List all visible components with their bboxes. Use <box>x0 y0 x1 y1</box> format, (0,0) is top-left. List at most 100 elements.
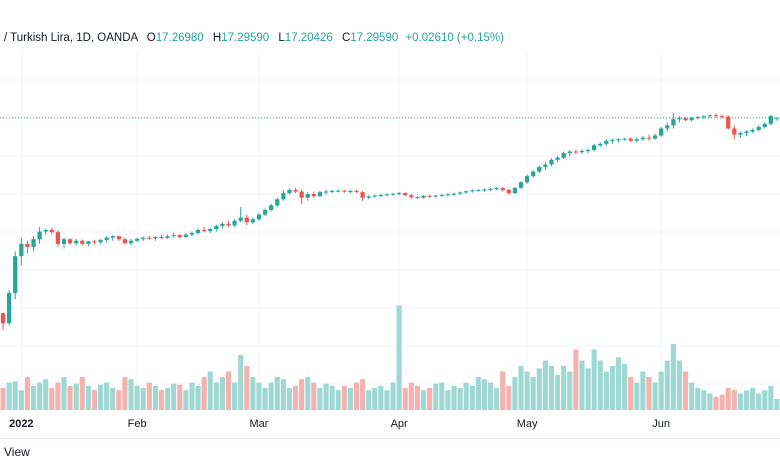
candle-body <box>732 128 737 135</box>
volume-bar <box>664 360 670 410</box>
volume-bar <box>329 385 335 410</box>
candle <box>323 190 329 195</box>
volume-bar <box>768 385 774 410</box>
volume-bar <box>713 396 719 410</box>
volume-bar <box>262 388 268 410</box>
candle <box>531 170 536 178</box>
volume-bar <box>286 388 293 410</box>
candle-body <box>74 240 79 244</box>
volume-bar <box>701 390 707 410</box>
candle-body <box>226 223 231 226</box>
candle-body <box>397 193 402 195</box>
candle <box>159 235 164 240</box>
volume-bar <box>682 371 689 410</box>
candle-body <box>403 193 408 196</box>
volume-bar <box>30 385 37 410</box>
candle-body <box>555 157 560 160</box>
volume-bar <box>524 371 530 410</box>
volume-bar <box>0 388 6 410</box>
candle <box>457 191 463 195</box>
candle-body <box>738 133 743 135</box>
candle <box>573 149 578 154</box>
volume-bar <box>670 344 676 410</box>
candle <box>354 189 359 193</box>
candle <box>512 186 518 194</box>
candle-body <box>421 195 426 198</box>
volume-bar <box>225 371 232 410</box>
candle <box>543 162 548 170</box>
candle <box>762 122 767 129</box>
volume-bar <box>97 384 104 410</box>
candle-body <box>299 191 304 198</box>
x-tick-label: May <box>517 418 538 430</box>
candle <box>195 228 201 235</box>
candle <box>80 239 85 246</box>
volume-bar <box>305 377 311 410</box>
candle <box>397 192 402 196</box>
candle-body <box>598 143 603 146</box>
volume-bar <box>603 371 609 410</box>
volume-bar <box>189 382 195 410</box>
volume-bar <box>341 385 347 410</box>
candle <box>726 115 731 130</box>
candle <box>744 130 749 137</box>
candle-body <box>622 138 627 140</box>
candle-body <box>80 240 85 244</box>
volume-bar <box>433 383 439 410</box>
candle-body <box>31 239 36 247</box>
volume-bar <box>232 382 238 410</box>
candle-body <box>317 192 323 197</box>
volume-bar <box>177 384 183 410</box>
candle-body <box>208 229 213 231</box>
volume-bar <box>561 366 567 410</box>
candle-body <box>378 194 383 196</box>
candle <box>128 238 134 246</box>
chart-footer <box>0 438 780 471</box>
candle-body <box>183 234 188 238</box>
candle <box>275 197 280 207</box>
candle <box>189 231 195 237</box>
volume-bar <box>104 382 110 410</box>
candle <box>86 240 91 247</box>
volume-bar <box>116 390 122 410</box>
volume-bar <box>372 388 378 410</box>
candle <box>695 115 700 120</box>
volume-bar <box>469 385 475 410</box>
candle-body <box>707 115 713 117</box>
candle-body <box>640 137 646 140</box>
candle-body <box>323 191 329 193</box>
candle-body <box>671 119 676 126</box>
volume-bar <box>244 366 250 410</box>
volume-bar <box>451 385 457 410</box>
candle <box>482 188 487 192</box>
candle-body <box>13 256 18 294</box>
candle-body <box>305 194 310 198</box>
candle-body <box>689 117 694 121</box>
volume-bar <box>323 383 329 410</box>
candles <box>0 113 780 330</box>
candle-body <box>384 194 390 196</box>
candle <box>55 230 61 247</box>
volume-bar <box>165 388 171 410</box>
volume-bars <box>0 305 780 410</box>
volume-bar <box>213 382 219 410</box>
candle-body <box>104 237 109 240</box>
volume-bar <box>634 382 640 410</box>
symbol-label: / Turkish Lira, 1D, OANDA <box>4 32 138 44</box>
candle-body <box>202 230 207 231</box>
candle-body <box>701 116 706 118</box>
volume-bar <box>128 379 134 410</box>
candle <box>579 149 585 154</box>
candle <box>360 190 365 201</box>
candle <box>384 193 390 197</box>
candle-body <box>177 235 182 238</box>
candle-body <box>238 217 243 221</box>
candle-body <box>348 190 353 192</box>
volume-bar <box>158 390 165 410</box>
volume-bar <box>12 381 18 410</box>
grid <box>0 50 780 412</box>
candle-body <box>726 116 731 129</box>
candle <box>555 156 560 163</box>
view-link[interactable]: View <box>4 445 30 459</box>
